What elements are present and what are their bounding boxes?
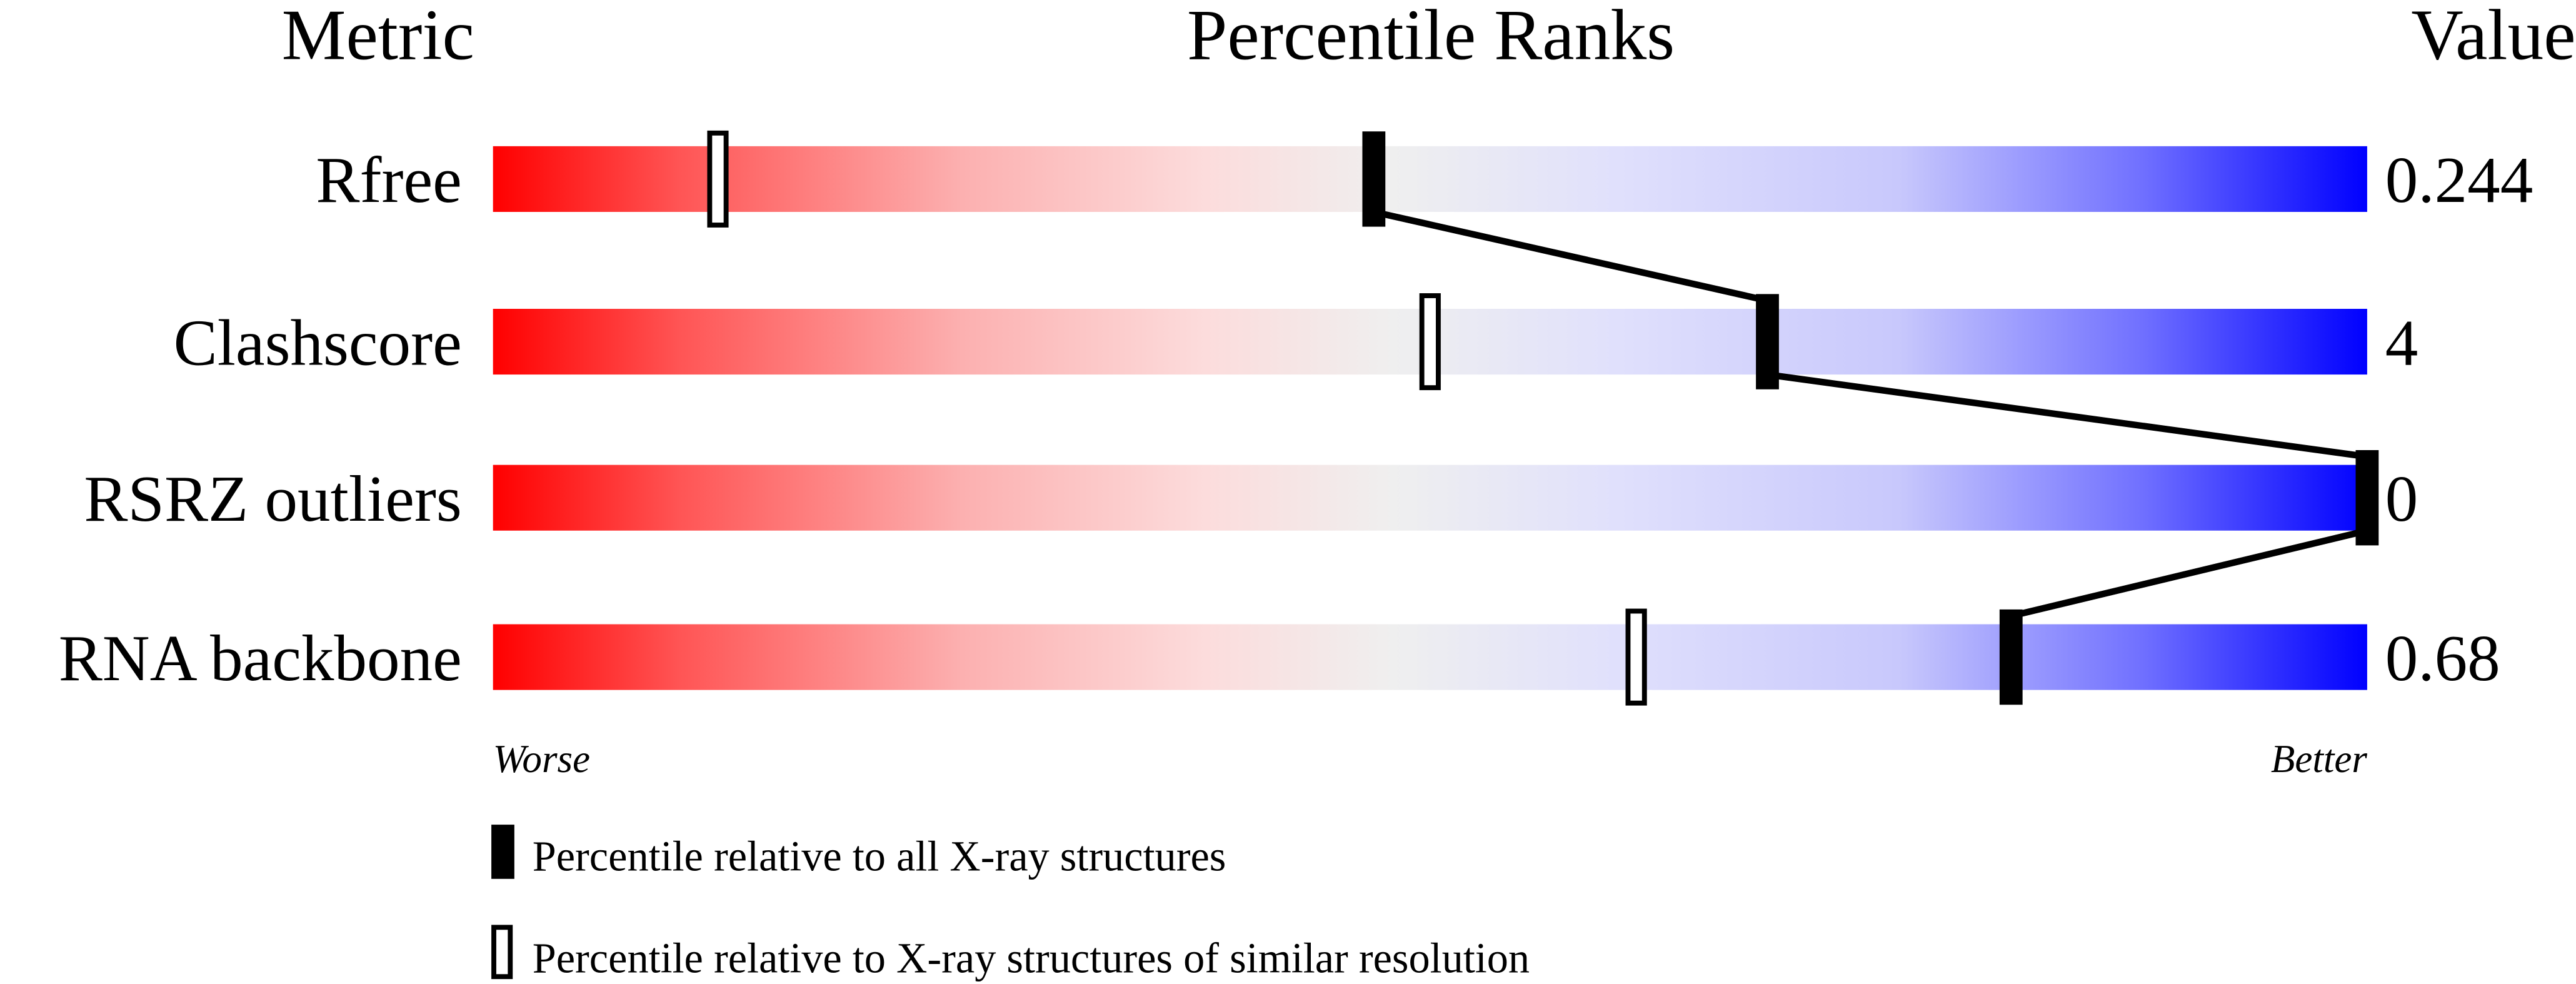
connector-line — [1767, 371, 2368, 460]
metric-row: Clashscore 4 — [174, 293, 2418, 391]
metric-label: RSRZ outliers — [84, 462, 461, 535]
legend-similar: Percentile relative to X-ray structures … — [533, 935, 1530, 982]
percentile-bar — [493, 464, 2367, 531]
better-label: Better — [2271, 737, 2368, 781]
percentile-bar — [493, 624, 2367, 690]
worse-label: Worse — [493, 737, 590, 781]
connector-line — [1373, 208, 1768, 304]
connector-line — [2010, 527, 2368, 620]
metric-row: Rfree 0.244 — [316, 130, 2533, 228]
similar-resolution-marker — [707, 130, 729, 228]
legend-filled-marker-icon — [491, 825, 514, 879]
metric-label: RNA backbone — [59, 621, 462, 695]
metric-label: Rfree — [316, 143, 461, 216]
legend-open-marker-icon — [491, 925, 513, 980]
metric-value: 0 — [2385, 462, 2418, 535]
header-percentile-ranks: Percentile Ranks — [1187, 0, 1675, 76]
similar-resolution-marker — [1625, 608, 1647, 706]
header-metric: Metric — [282, 0, 474, 76]
all-structures-marker — [1999, 609, 2023, 705]
metric-row: RSRZ outliers 0 — [84, 449, 2418, 546]
metric-value: 4 — [2385, 306, 2418, 379]
metric-value: 0.68 — [2385, 621, 2500, 695]
similar-resolution-marker — [1419, 293, 1441, 391]
header-value: Value — [2411, 0, 2575, 76]
percentile-bar — [493, 146, 2367, 212]
metric-value: 0.244 — [2385, 143, 2533, 216]
metric-label: Clashscore — [174, 306, 462, 379]
legend-all: Percentile relative to all X-ray structu… — [533, 833, 1226, 880]
metric-row: RNA backbone 0.68 — [59, 608, 2500, 706]
